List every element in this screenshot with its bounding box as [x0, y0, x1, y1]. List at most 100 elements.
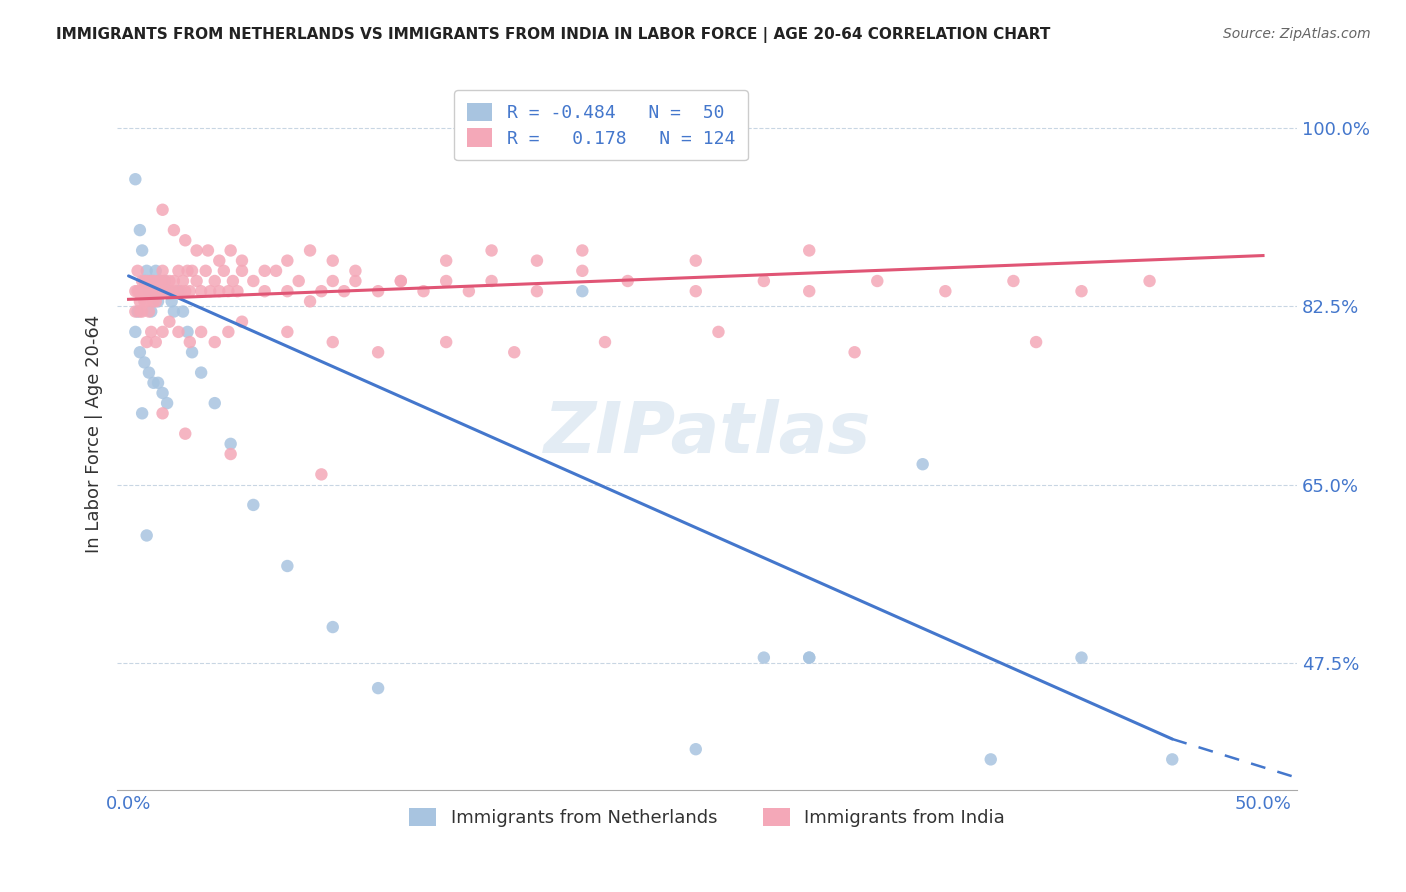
Point — [142, 376, 165, 390]
Point — [131, 406, 153, 420]
Point — [181, 264, 204, 278]
Point — [167, 325, 190, 339]
Point — [141, 304, 163, 318]
Point — [367, 681, 389, 695]
Point — [253, 284, 276, 298]
Point — [299, 244, 322, 258]
Point — [134, 274, 156, 288]
Point — [242, 274, 264, 288]
Point — [231, 315, 253, 329]
Point — [799, 650, 821, 665]
Point — [165, 284, 187, 298]
Point — [135, 274, 157, 288]
Point — [752, 274, 775, 288]
Point — [799, 650, 821, 665]
Point — [194, 264, 217, 278]
Point — [160, 284, 183, 298]
Point — [127, 284, 149, 298]
Point — [526, 284, 548, 298]
Point — [127, 304, 149, 318]
Point — [481, 244, 503, 258]
Text: IMMIGRANTS FROM NETHERLANDS VS IMMIGRANTS FROM INDIA IN LABOR FORCE | AGE 20-64 : IMMIGRANTS FROM NETHERLANDS VS IMMIGRANT… — [56, 27, 1050, 43]
Point — [208, 253, 231, 268]
Point — [145, 334, 167, 349]
Point — [152, 325, 174, 339]
Point — [163, 223, 186, 237]
Point — [134, 294, 156, 309]
Point — [367, 284, 389, 298]
Point — [276, 325, 298, 339]
Point — [593, 334, 616, 349]
Point — [571, 264, 593, 278]
Point — [367, 345, 389, 359]
Point — [124, 304, 146, 318]
Point — [174, 284, 197, 298]
Point — [980, 752, 1002, 766]
Point — [174, 233, 197, 247]
Point — [128, 345, 150, 359]
Point — [138, 284, 160, 298]
Point — [146, 274, 169, 288]
Point — [311, 467, 333, 482]
Point — [124, 172, 146, 186]
Point — [276, 253, 298, 268]
Point — [152, 406, 174, 420]
Point — [311, 284, 333, 298]
Point — [1161, 752, 1184, 766]
Point — [134, 355, 156, 369]
Point — [152, 284, 174, 298]
Point — [844, 345, 866, 359]
Point — [141, 325, 163, 339]
Point — [134, 274, 156, 288]
Point — [204, 396, 226, 410]
Point — [131, 274, 153, 288]
Point — [134, 284, 156, 298]
Point — [219, 437, 242, 451]
Point — [138, 304, 160, 318]
Point — [217, 284, 239, 298]
Point — [242, 498, 264, 512]
Point — [172, 304, 194, 318]
Point — [685, 253, 707, 268]
Point — [219, 244, 242, 258]
Point — [181, 345, 204, 359]
Point — [1025, 334, 1047, 349]
Point — [1139, 274, 1161, 288]
Point — [127, 264, 149, 278]
Point — [145, 264, 167, 278]
Point — [186, 274, 208, 288]
Point — [333, 284, 356, 298]
Point — [503, 345, 526, 359]
Point — [571, 244, 593, 258]
Point — [135, 528, 157, 542]
Point — [799, 284, 821, 298]
Point — [153, 274, 176, 288]
Point — [186, 244, 208, 258]
Point — [156, 284, 179, 298]
Point — [128, 304, 150, 318]
Point — [149, 274, 172, 288]
Point — [299, 294, 322, 309]
Point — [124, 325, 146, 339]
Point — [434, 253, 457, 268]
Point — [1070, 650, 1092, 665]
Point — [389, 274, 412, 288]
Point — [172, 274, 194, 288]
Point — [204, 334, 226, 349]
Point — [124, 284, 146, 298]
Point — [174, 426, 197, 441]
Point — [707, 325, 730, 339]
Point — [170, 284, 193, 298]
Point — [616, 274, 638, 288]
Point — [457, 284, 479, 298]
Point — [190, 366, 212, 380]
Point — [571, 284, 593, 298]
Point — [156, 396, 179, 410]
Point — [179, 284, 201, 298]
Point — [217, 325, 239, 339]
Point — [934, 284, 956, 298]
Point — [131, 284, 153, 298]
Point — [276, 559, 298, 574]
Point — [142, 284, 165, 298]
Point — [128, 294, 150, 309]
